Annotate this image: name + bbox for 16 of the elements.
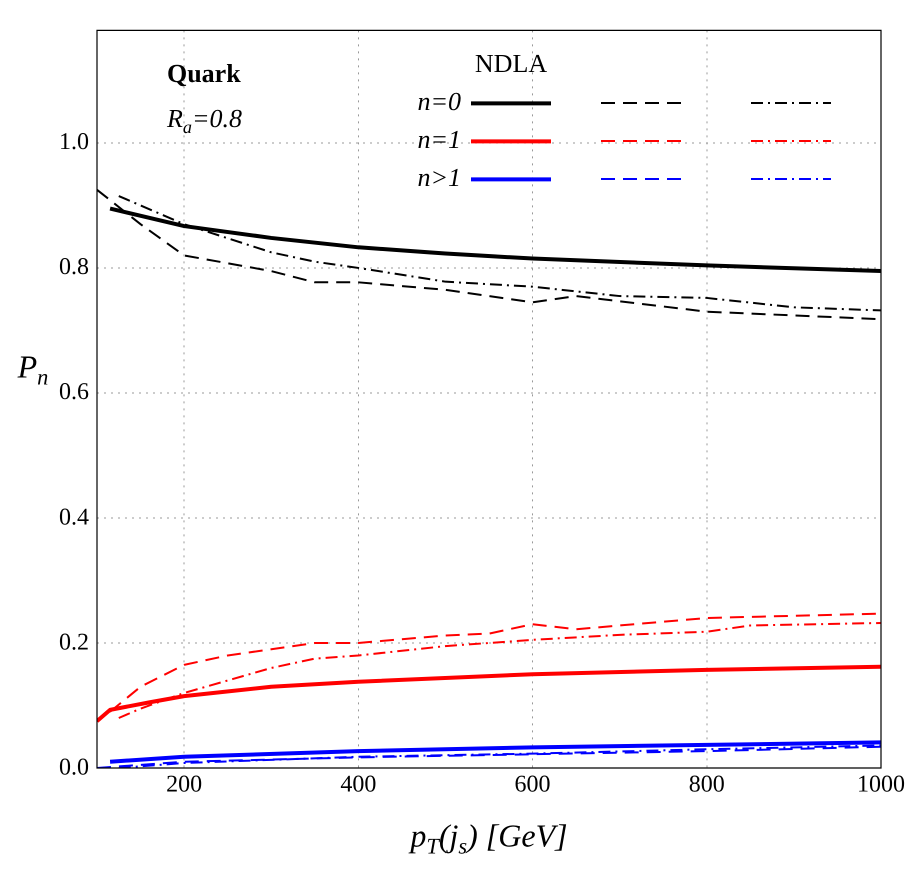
y-tick-label: 0.2 [59, 629, 89, 656]
x-tick-label: 800 [688, 772, 725, 798]
legend-label: n=0 [417, 87, 461, 116]
y-tick-label: 0.0 [59, 754, 89, 780]
y-tick-label: 1.0 [59, 129, 89, 156]
x-tick-label: 200 [166, 772, 202, 798]
annotation: NDLA [474, 49, 548, 78]
y-tick-label: 0.8 [59, 254, 89, 280]
x-tick-label: 1000 [857, 772, 905, 798]
annotation: Quark [167, 59, 242, 88]
x-tick-label: 600 [514, 772, 551, 798]
y-tick-label: 0.4 [59, 504, 89, 530]
legend-label: n=1 [417, 125, 461, 154]
y-tick-label: 0.6 [59, 379, 89, 406]
x-tick-label: 400 [340, 772, 376, 798]
legend-label: n>1 [417, 163, 461, 192]
